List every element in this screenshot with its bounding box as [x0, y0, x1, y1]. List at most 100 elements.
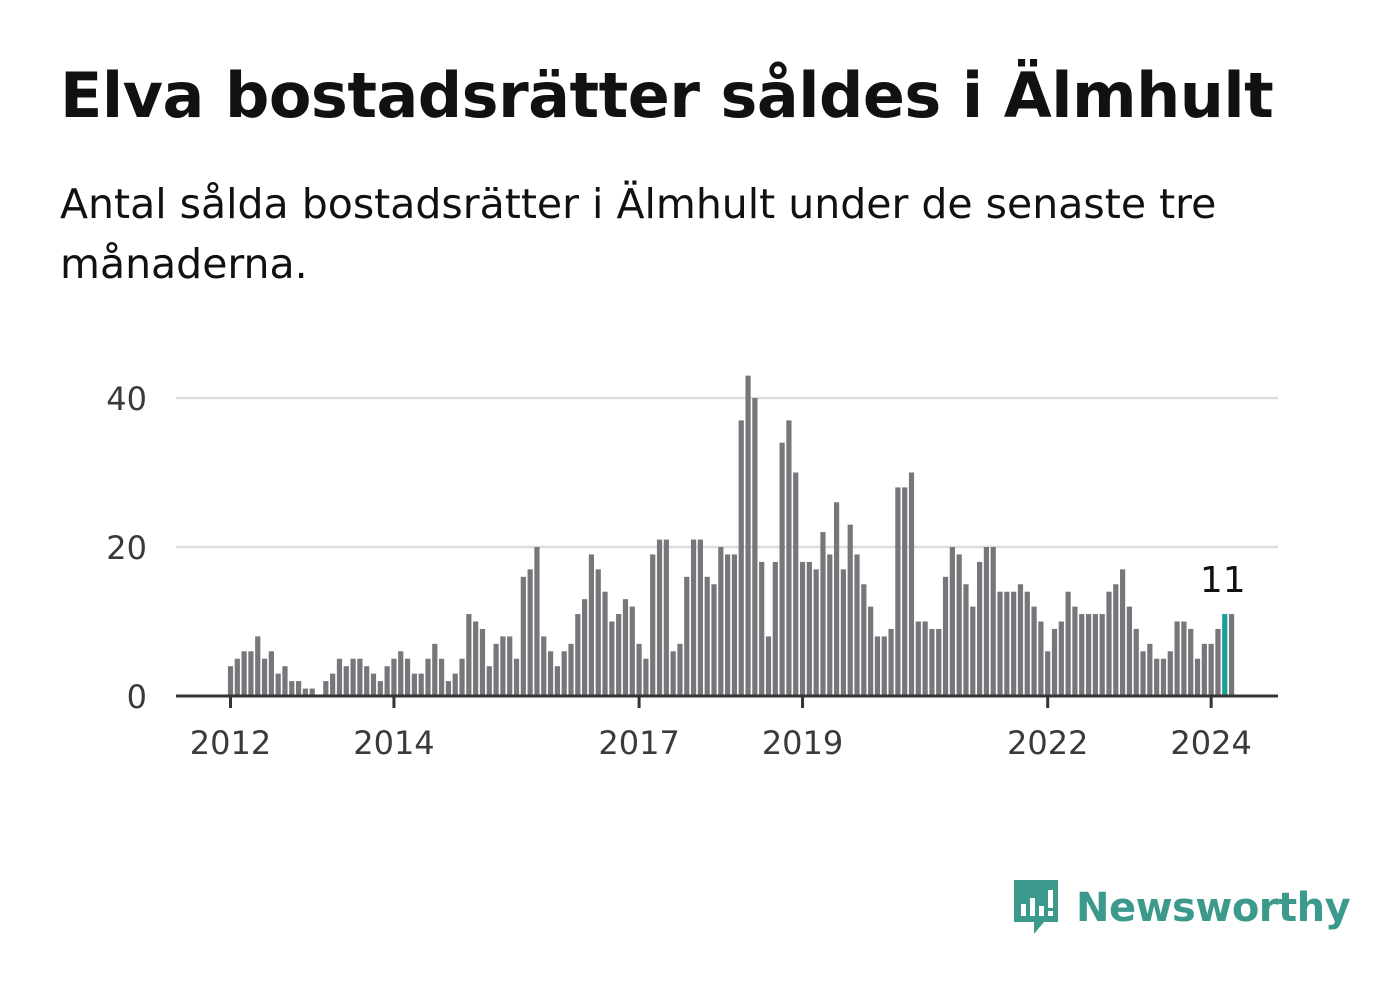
- bar: [704, 576, 710, 696]
- bar: [248, 651, 254, 696]
- bar: [350, 658, 356, 696]
- bar: [323, 681, 329, 696]
- bar: [582, 599, 588, 696]
- bar: [602, 591, 608, 696]
- bar: [432, 643, 438, 696]
- bar: [793, 472, 799, 696]
- bar: [670, 651, 676, 696]
- bars: [227, 375, 1235, 696]
- bar: [1208, 643, 1214, 696]
- gridlines: [176, 396, 1278, 549]
- bar: [568, 643, 574, 696]
- bar: [261, 658, 268, 696]
- bar: [895, 487, 901, 696]
- bar: [336, 658, 343, 696]
- x-tick-label-2019: 2019: [762, 724, 843, 762]
- bar: [711, 584, 717, 696]
- bar: [561, 651, 567, 696]
- bar: [1079, 614, 1085, 696]
- bar: [1174, 621, 1180, 696]
- x-axis: [176, 694, 1278, 708]
- bar: [847, 524, 853, 696]
- bar: [547, 651, 554, 696]
- bar: [990, 547, 996, 696]
- bar: [942, 576, 949, 696]
- bar: [813, 569, 819, 696]
- bar: [908, 472, 915, 696]
- bar: [1017, 584, 1024, 696]
- bar: [765, 636, 772, 696]
- bar: [1113, 584, 1119, 696]
- bar: [1106, 591, 1112, 696]
- bar: [1092, 614, 1098, 696]
- bar: [1024, 591, 1030, 696]
- bar: [1011, 591, 1017, 696]
- bar: [500, 636, 506, 696]
- bar: [820, 532, 826, 696]
- x-axis-labels: 2012 2014 2017 2019 2022 2024: [190, 724, 1252, 762]
- bar: [1004, 591, 1010, 696]
- callout-label: 11: [1200, 560, 1246, 601]
- bar: [1038, 621, 1044, 696]
- bar: [1120, 569, 1126, 696]
- bar: [364, 666, 370, 696]
- bar: [752, 398, 758, 696]
- bar: [697, 539, 703, 696]
- bar: [963, 584, 969, 696]
- bar: [806, 561, 812, 696]
- bar: [622, 599, 629, 696]
- bar: [330, 673, 336, 696]
- bar: [677, 643, 683, 696]
- bar: [827, 554, 833, 696]
- bar: [520, 576, 526, 696]
- bar: [227, 666, 234, 696]
- bar: [1147, 643, 1153, 696]
- bar: [929, 628, 935, 696]
- bar: [425, 658, 431, 696]
- bar: [1126, 606, 1133, 696]
- bar: [636, 643, 642, 696]
- bar: [738, 420, 744, 696]
- bar: [779, 442, 785, 696]
- bar: [861, 584, 867, 696]
- bar: [949, 547, 955, 696]
- bar: [725, 554, 731, 696]
- bar: [1133, 628, 1139, 696]
- bar: [1228, 614, 1235, 696]
- bar: [343, 666, 349, 696]
- bar: [997, 591, 1003, 696]
- x-tick-label-2024: 2024: [1170, 724, 1251, 762]
- chart-subtitle: Antal sålda bostadsrätter i Älmhult unde…: [60, 180, 1217, 288]
- bar: [234, 658, 240, 696]
- bar: [629, 606, 635, 696]
- bar: [922, 621, 928, 696]
- y-tick-label-0: 0: [127, 678, 147, 716]
- bar: [1167, 651, 1173, 696]
- callout: 11: [1200, 560, 1246, 601]
- newsworthy-logo: Newsworthy: [1010, 876, 1351, 940]
- bar: [473, 621, 479, 696]
- bar: [786, 420, 792, 696]
- bar: [507, 636, 513, 696]
- bar: [588, 554, 595, 696]
- y-axis-labels: 0 20 40: [106, 380, 147, 716]
- bar: [1188, 628, 1194, 696]
- bar: [799, 561, 806, 696]
- bar: [663, 539, 669, 696]
- bar: [302, 688, 309, 696]
- bar: [309, 688, 315, 696]
- bar: [404, 658, 411, 696]
- bar: [1031, 606, 1037, 696]
- bar: [656, 539, 663, 696]
- bar: [616, 614, 622, 696]
- bar: [479, 628, 486, 696]
- bar: [690, 539, 697, 696]
- bar: [1181, 621, 1187, 696]
- bar: [977, 561, 983, 696]
- bar: [384, 666, 390, 696]
- bar: [275, 673, 281, 696]
- x-tick-label-2022: 2022: [1007, 724, 1088, 762]
- bar: [289, 681, 295, 696]
- bar: [255, 636, 261, 696]
- newsworthy-chart-bubble-icon: [1014, 880, 1058, 934]
